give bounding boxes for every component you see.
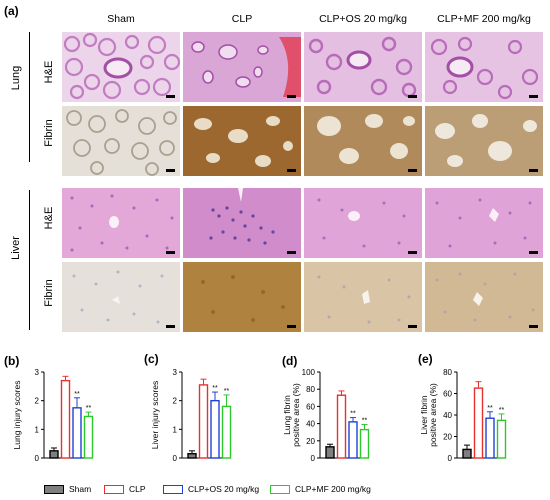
chart-e-liver-fibrin: 0 20 40 60 80 Liver fibrin positive area (%) **… — [419, 368, 507, 463]
chart-c-bar-clp — [198, 384, 209, 459]
chart-e-ytick-label: 60 — [443, 390, 452, 399]
chart-d-ytick-label: 0 — [311, 454, 316, 463]
chart-e-ytick-label: 40 — [443, 411, 452, 420]
column-header-sham: Sham — [107, 13, 135, 25]
chart-d-ytick-label: 100 — [302, 368, 316, 377]
chart-e-ylabel: Liver fibrin — [419, 395, 429, 434]
micrograph-lung-he-os — [304, 32, 422, 102]
chart-d-ylabel: Lung fibrin — [282, 395, 292, 435]
organ-label-liver: Liver — [10, 236, 22, 260]
chart-e-ytick-label: 0 — [448, 454, 453, 463]
panel-b-letter: (b) — [4, 354, 20, 368]
chart-e-bar-clp-os — [485, 417, 495, 459]
legend-item-clp-os: CLP+OS 20 mg/kg — [163, 484, 259, 494]
legend-swatch-clp-mf — [270, 484, 290, 494]
micrograph-liver-he-sham — [62, 188, 180, 258]
chart-c-ylabel: Liver injury scores — [150, 381, 160, 450]
micrograph-liver-he-clp — [183, 188, 301, 258]
column-header-clp-mf: CLP+MF 200 mg/kg — [437, 13, 531, 25]
micrograph-lung-fibrin-mf — [425, 106, 543, 176]
panel-a-letter: (a) — [4, 4, 19, 18]
chart-b-lung-injury: 0 1 2 3 Lung injury scores ** ** — [12, 368, 94, 463]
chart-e-bar-clp-mf — [496, 419, 507, 459]
row-label-liver-fibrin: Fibrin — [43, 279, 55, 307]
chart-c-bar-clp-mf — [221, 405, 232, 459]
chart-e-annotation-clp-os: ** — [487, 405, 493, 412]
liver-bracket — [29, 190, 30, 330]
chart-d-annotation-clp-os: ** — [350, 411, 356, 418]
micrograph-lung-fibrin-clp — [183, 106, 301, 176]
chart-b-ytick-label: 0 — [35, 454, 40, 463]
chart-d-bar-clp-mf — [359, 428, 370, 459]
micrograph-liver-fibrin-clp — [183, 262, 301, 332]
micrograph-liver-he-os — [304, 188, 422, 258]
row-label-lung-fibrin: Fibrin — [43, 119, 55, 147]
lung-bracket — [29, 32, 30, 162]
chart-b-bar-clp-mf — [83, 415, 94, 459]
chart-b-ytick-label: 3 — [35, 368, 40, 377]
micrograph-lung-fibrin-sham — [62, 106, 180, 176]
organ-label-lung: Lung — [10, 65, 22, 91]
legend-label-clp-os: CLP+OS 20 mg/kg — [188, 484, 260, 494]
panel-e-letter: (e) — [418, 352, 433, 366]
micrograph-liver-he-mf — [425, 188, 543, 258]
chart-b-annotation-clp-mf: ** — [86, 405, 92, 412]
panel-d-letter: (d) — [282, 354, 298, 368]
micrograph-liver-fibrin-os — [304, 262, 422, 332]
micrograph-lung-he-clp — [183, 32, 301, 102]
micrograph-lung-fibrin-os — [304, 106, 422, 176]
chart-d-ytick-label: 20 — [306, 437, 315, 446]
chart-b-bar-sham — [49, 450, 59, 459]
chart-c-ytick-label: 0 — [173, 454, 178, 463]
chart-c-ytick-label: 2 — [173, 397, 178, 406]
micrograph-lung-he-sham — [62, 32, 180, 102]
chart-e-ytick-label: 20 — [443, 433, 452, 442]
chart-c-bar-sham — [187, 452, 197, 459]
chart-d-bar-clp-os — [348, 421, 358, 459]
legend-swatch-clp-os — [163, 484, 183, 494]
panel-c-letter: (c) — [144, 352, 159, 366]
chart-c-bar-clp-os — [210, 399, 220, 459]
chart-d-annotation-clp-mf: ** — [362, 417, 368, 424]
legend-swatch-clp — [104, 484, 124, 494]
chart-c-annotation-clp-mf: ** — [224, 388, 230, 395]
chart-c-annotation-clp-os: ** — [212, 385, 218, 392]
micrograph-liver-fibrin-mf — [425, 262, 543, 332]
row-label-lung-he: H&E — [43, 60, 55, 84]
chart-b-ytick-label: 1 — [35, 425, 40, 434]
legend-item-clp: CLP — [104, 484, 146, 494]
chart-e-bar-sham — [462, 448, 472, 459]
chart-b-bar-clp — [60, 379, 71, 459]
legend-item-sham: Sham — [44, 484, 91, 494]
legend-label-clp-mf: CLP+MF 200 mg/kg — [295, 484, 371, 494]
chart-c-ytick-label: 1 — [173, 425, 178, 434]
legend-label-sham: Sham — [69, 484, 92, 494]
chart-b-ytick-label: 2 — [35, 397, 40, 406]
chart-c-liver-injury: 0 1 2 3 Liver injury scores ** ** — [150, 368, 232, 463]
chart-c-ytick-label: 3 — [173, 368, 178, 377]
column-header-clp: CLP — [231, 13, 253, 25]
chart-d-bar-sham — [325, 446, 335, 459]
legend-label-clp: CLP — [129, 484, 146, 494]
chart-b-bar-clp-os — [72, 407, 82, 459]
chart-d-ylabel: positive area (%) — [291, 383, 301, 447]
chart-d-ytick-label: 40 — [306, 420, 315, 429]
row-label-liver-he: H&E — [43, 206, 55, 230]
micrograph-liver-fibrin-sham — [62, 262, 180, 332]
micrograph-lung-he-mf — [425, 32, 543, 102]
chart-e-ylabel: positive area (%) — [428, 383, 438, 447]
chart-d-bar-clp — [336, 394, 347, 459]
legend-swatch-sham — [44, 484, 64, 494]
column-header-clp-os: CLP+OS 20 mg/kg — [319, 13, 407, 25]
chart-e-bar-clp — [473, 387, 484, 459]
chart-b-annotation-clp-os: ** — [74, 391, 80, 398]
chart-b-ylabel: Lung injury scores — [12, 381, 22, 450]
chart-d-lung-fibrin: 0 20 40 60 80 100 Lung fibrin positive area (%)… — [282, 368, 370, 463]
legend-item-clp-mf: CLP+MF 200 mg/kg — [270, 484, 371, 494]
chart-e-ytick-label: 80 — [443, 368, 452, 377]
chart-e-annotation-clp-mf: ** — [499, 407, 505, 414]
chart-d-ytick-label: 80 — [306, 385, 315, 394]
chart-d-ytick-label: 60 — [306, 402, 315, 411]
